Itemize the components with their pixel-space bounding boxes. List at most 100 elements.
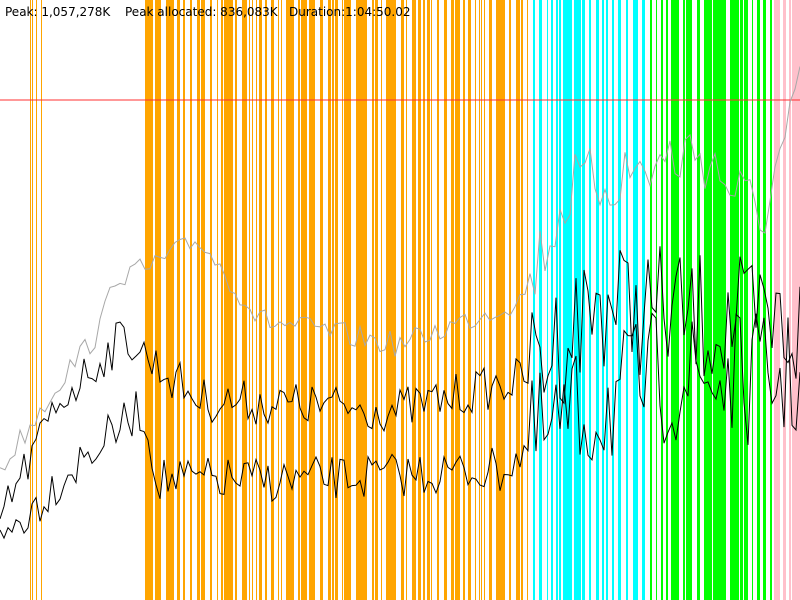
phase-stripe [683, 0, 685, 600]
phase-stripe [602, 0, 604, 600]
phase-stripe [516, 0, 517, 600]
phase-stripe [618, 0, 621, 600]
phase-stripe [328, 0, 331, 600]
phase-stripe [551, 0, 553, 600]
phase-stripe [666, 0, 668, 600]
phase-stripe [356, 0, 358, 600]
phase-stripe [158, 0, 161, 600]
phase-stripe [484, 0, 485, 600]
phase-stripe [210, 0, 212, 600]
phase-stripe [541, 0, 542, 600]
phase-stripe [577, 0, 581, 600]
phase-stripe [789, 0, 791, 600]
phase-stripe [155, 0, 158, 600]
phase-stripe [533, 0, 535, 600]
phase-stripe [642, 0, 645, 600]
phase-stripe [547, 0, 548, 600]
phase-stripe [704, 0, 712, 600]
phase-stripe [344, 0, 346, 600]
phase-stripe [320, 0, 323, 600]
phase-stripe [271, 0, 274, 600]
phase-stripe [390, 0, 393, 600]
phase-stripe [489, 0, 492, 600]
phase-stripe [468, 0, 471, 600]
phase-stripe [496, 0, 505, 600]
phase-stripe [259, 0, 262, 600]
phase-stripe [32, 0, 33, 600]
phase-stripe [463, 0, 465, 600]
phase-stripe [574, 0, 577, 600]
phase-stripe [521, 0, 523, 600]
phase-stripe [556, 0, 558, 600]
phase-stripes [30, 0, 800, 600]
phase-stripe [252, 0, 253, 600]
phase-stripe [333, 0, 334, 600]
phase-stripe [386, 0, 389, 600]
phase-stripe [437, 0, 439, 600]
phase-stripe [423, 0, 425, 600]
phase-stripe [183, 0, 185, 600]
phase-stripe [431, 0, 432, 600]
phase-stripe [418, 0, 421, 600]
phase-stripe [406, 0, 407, 600]
phase-stripe [242, 0, 247, 600]
phase-stripe [539, 0, 541, 600]
phase-stripe [518, 0, 520, 600]
phase-stripe [626, 0, 628, 600]
phase-stripe [783, 0, 786, 600]
phase-stripe [661, 0, 663, 600]
phase-stripe [190, 0, 192, 600]
phase-stripe [612, 0, 614, 600]
phase-stripe [286, 0, 294, 600]
phase-stripe [527, 0, 528, 600]
phase-stripe [563, 0, 572, 600]
phase-stripe [451, 0, 454, 600]
phase-stripe [730, 0, 739, 600]
phase-stripe [389, 0, 390, 600]
phase-stripe [375, 0, 378, 600]
phase-stripe [235, 0, 237, 600]
phase-stripe [774, 0, 780, 600]
phase-stripe [412, 0, 416, 600]
total-memory-line [0, 66, 800, 471]
phase-stripe [301, 0, 307, 600]
phase-stripe [509, 0, 511, 600]
phase-stripe [381, 0, 382, 600]
phase-stripe [740, 0, 743, 600]
phase-stripe [401, 0, 404, 600]
phase-stripe [221, 0, 223, 600]
phase-stripe [633, 0, 636, 600]
phase-stripe [770, 0, 772, 600]
phase-stripe [346, 0, 351, 600]
phase-stripe [201, 0, 205, 600]
phase-stripe [372, 0, 374, 600]
duration-label: Duration:1:04:50.02 [289, 5, 411, 19]
peak-allocated-label: Peak allocated: 836,083K [125, 5, 279, 19]
phase-stripe [281, 0, 282, 600]
phase-stripe [41, 0, 42, 600]
allocated-line [0, 246, 800, 520]
phase-stripe [335, 0, 338, 600]
phase-stripe [358, 0, 367, 600]
phase-stripe [217, 0, 218, 600]
phase-stripe [596, 0, 599, 600]
phase-stripe [745, 0, 748, 600]
phase-stripe [332, 0, 333, 600]
phase-stripe [481, 0, 482, 600]
phase-stripe [713, 0, 722, 600]
phase-stripe [582, 0, 585, 600]
phase-stripe [249, 0, 250, 600]
phase-stripe [722, 0, 726, 600]
phase-stripe [309, 0, 315, 600]
phase-stripe [224, 0, 233, 600]
phase-stripe [166, 0, 174, 600]
phase-stripe [559, 0, 561, 600]
phase-stripe [342, 0, 343, 600]
phase-stripe [427, 0, 430, 600]
phase-stripe [475, 0, 476, 600]
phase-stripe [606, 0, 608, 600]
phase-stripe [36, 0, 37, 600]
phase-stripe [444, 0, 445, 600]
